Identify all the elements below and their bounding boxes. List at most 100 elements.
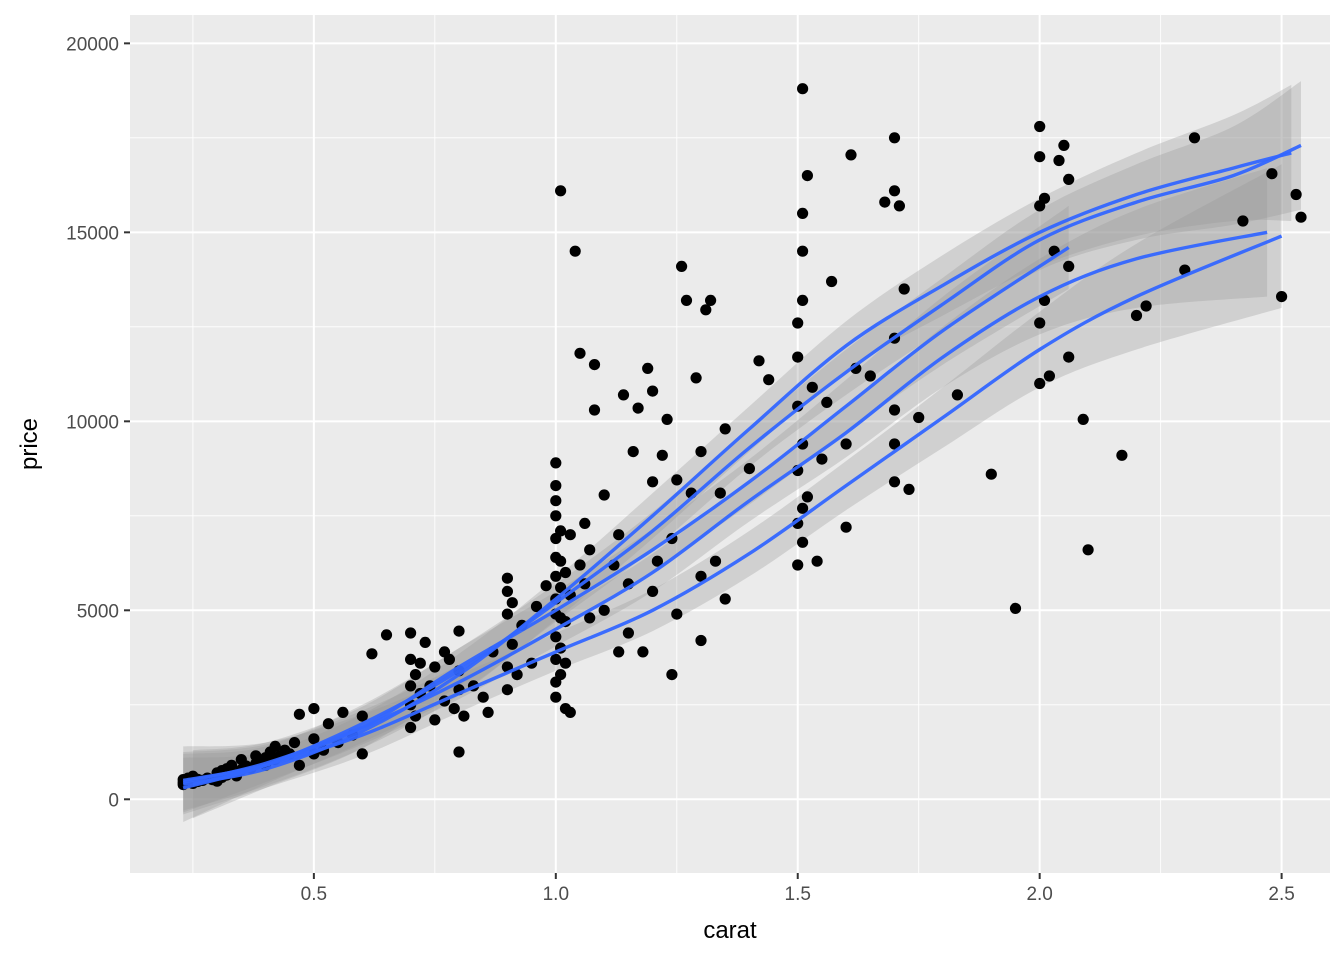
data-point: [951, 389, 964, 401]
data-point: [1077, 413, 1089, 425]
data-point: [792, 317, 804, 329]
data-point: [845, 149, 857, 161]
data-point: [792, 351, 804, 363]
data-point: [501, 684, 513, 696]
data-point: [613, 529, 625, 541]
data-point: [322, 718, 334, 730]
data-point: [579, 517, 591, 530]
data-point: [598, 489, 610, 501]
data-point: [826, 275, 838, 288]
data-point: [564, 529, 576, 541]
data-point: [555, 582, 567, 594]
data-point: [409, 669, 422, 681]
data-point: [792, 559, 804, 571]
data-point: [559, 657, 572, 669]
data-point: [555, 555, 567, 567]
minor-gridlines: [130, 15, 1330, 873]
data-point: [888, 438, 901, 450]
data-point: [661, 413, 673, 425]
data-point: [806, 381, 818, 393]
data-point: [356, 748, 368, 760]
confidence-ribbon: [183, 168, 1268, 813]
y-tick-label: 5000: [77, 601, 119, 622]
data-point: [666, 669, 678, 681]
data-point: [1063, 351, 1075, 363]
data-point: [356, 710, 368, 722]
x-tick-label: 2.0: [1026, 884, 1052, 905]
data-point: [763, 374, 775, 386]
data-point: [647, 385, 659, 397]
data-point: [705, 294, 717, 306]
smooth-line: [182, 151, 1292, 786]
data-point: [1140, 300, 1152, 312]
data-point: [555, 185, 567, 197]
data-point: [647, 585, 659, 598]
data-point: [477, 691, 489, 703]
data-point: [617, 389, 630, 401]
data-point: [1009, 602, 1022, 615]
data-point: [651, 555, 664, 567]
data-point: [405, 653, 417, 666]
data-point: [584, 544, 596, 556]
confidence-ribbon: [183, 84, 1292, 811]
data-point: [888, 476, 901, 488]
data-point: [501, 572, 513, 584]
data-point: [797, 83, 809, 95]
smooth-line: [182, 143, 1302, 790]
data-point: [1034, 151, 1046, 163]
data-point: [550, 691, 562, 703]
data-point: [816, 453, 828, 465]
data-point: [380, 629, 393, 641]
data-point: [1063, 260, 1075, 272]
data-point: [501, 608, 513, 620]
data-point: [550, 480, 562, 492]
data-point: [913, 411, 925, 424]
smooth-lines: [182, 143, 1302, 790]
data-point: [695, 570, 707, 582]
data-point: [501, 585, 513, 598]
data-point: [647, 476, 659, 488]
data-point: [671, 608, 683, 620]
x-tick-label: 2.5: [1268, 884, 1294, 905]
data-point: [1266, 168, 1278, 180]
data-point: [1290, 188, 1302, 201]
smooth-line: [182, 234, 1283, 783]
data-point: [559, 566, 572, 579]
data-point: [797, 502, 809, 514]
data-point: [840, 438, 852, 450]
data-point: [574, 347, 586, 359]
data-point: [550, 631, 562, 643]
data-point: [613, 646, 625, 658]
y-tick-label: 0: [108, 790, 119, 811]
data-point: [1237, 215, 1249, 227]
data-point: [719, 593, 731, 605]
data-point: [482, 706, 494, 719]
data-point: [637, 646, 649, 658]
data-point: [622, 627, 635, 639]
x-tick-label: 1.0: [543, 884, 569, 905]
data-point: [797, 245, 809, 257]
x-tick-label: 1.5: [785, 884, 811, 905]
data-point: [550, 653, 562, 666]
data-point: [671, 474, 683, 486]
data-point: [680, 294, 693, 306]
data-point: [443, 653, 455, 666]
data-point: [1034, 120, 1046, 133]
data-point: [753, 355, 765, 367]
data-point: [695, 634, 707, 647]
data-point: [1058, 139, 1070, 151]
y-tick-label: 15000: [66, 223, 119, 244]
data-point: [627, 446, 639, 458]
data-point: [888, 132, 901, 144]
data-point: [903, 483, 915, 495]
data-point: [506, 638, 518, 650]
data-point: [632, 402, 644, 414]
data-point: [690, 372, 702, 384]
y-tick-label: 10000: [66, 412, 119, 433]
data-point: [308, 733, 320, 745]
data-point: [550, 457, 562, 469]
x-axis: 0.5 1.0 1.5 2.0 2.5: [301, 873, 1295, 905]
data-point: [700, 304, 712, 316]
y-axis: 0 5000 10000 15000 20000: [66, 34, 130, 811]
data-point: [429, 661, 441, 673]
